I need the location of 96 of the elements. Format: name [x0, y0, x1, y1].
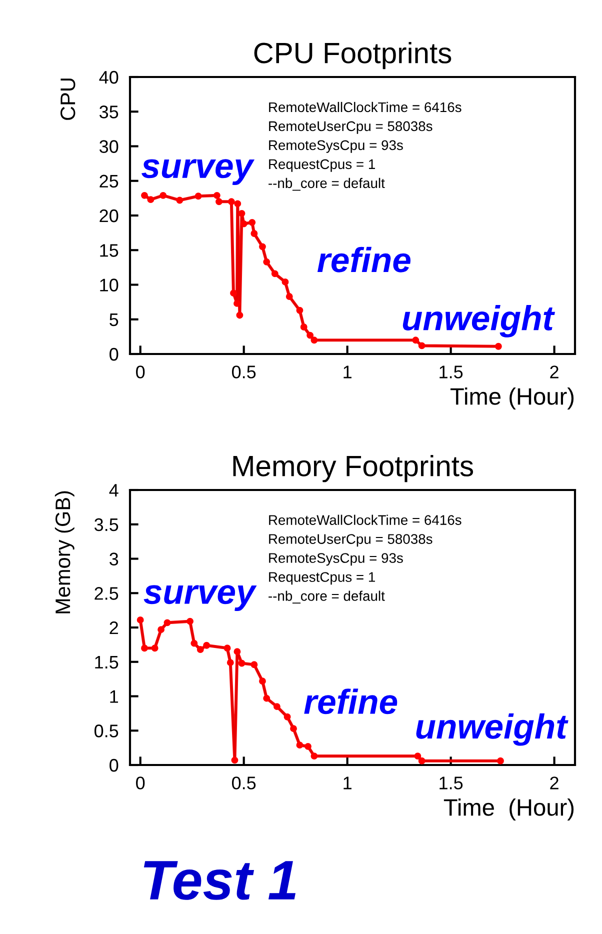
- point: [263, 694, 270, 702]
- y-tick-label: 20: [100, 209, 118, 222]
- y-tick-label: 35: [99, 106, 118, 118]
- point: [258, 678, 266, 685]
- point: [147, 196, 154, 204]
- point: [141, 644, 148, 652]
- point: [282, 278, 289, 286]
- y-tick-label: 4: [109, 484, 118, 497]
- y-tick-label: 2: [110, 621, 118, 634]
- point: [234, 648, 241, 656]
- point: [286, 293, 293, 300]
- point: [263, 258, 270, 266]
- point: [248, 218, 256, 226]
- x-tick-label: 1.5: [440, 776, 463, 790]
- y-tick-label: 15: [100, 244, 118, 257]
- annotation: unweight: [416, 713, 568, 746]
- y-axis-title: Memory (GB): [54, 491, 74, 614]
- point: [176, 196, 184, 204]
- point: [196, 646, 204, 653]
- y-tick-label: 1: [110, 690, 118, 703]
- point: [250, 661, 258, 668]
- point: [164, 619, 171, 626]
- point: [194, 192, 202, 200]
- annotation: unweight: [402, 305, 556, 338]
- y-tick-label: 25: [100, 174, 118, 188]
- y-tick-label: 2.5: [94, 587, 118, 600]
- x-axis-title: Time (Hour): [444, 798, 574, 820]
- annotation: RemoteWallClockTime = 6416s RemoteUserCpu = 58038s RemoteSysCpu = 93s RequestCpus = 1 --nb_core = default: [268, 102, 462, 191]
- y-tick-label: 0: [110, 348, 118, 361]
- point: [151, 644, 158, 652]
- point: [216, 198, 222, 206]
- point: [300, 324, 308, 330]
- point: [290, 725, 297, 732]
- y-tick-label: 30: [99, 140, 118, 153]
- point: [141, 192, 148, 199]
- point: [236, 312, 244, 319]
- x-tick-label: 0: [136, 776, 145, 790]
- point: [228, 198, 235, 206]
- annotation: survey: [142, 159, 255, 186]
- chart-title: CPU Footprints: [254, 42, 452, 70]
- point: [306, 332, 314, 339]
- x-axis-title: Time (Hour): [450, 388, 574, 410]
- y-tick-label: 3: [110, 552, 118, 566]
- point: [494, 342, 502, 350]
- point: [238, 210, 246, 217]
- y-tick-label: 0.5: [94, 724, 118, 738]
- point: [190, 640, 198, 647]
- point: [271, 270, 278, 278]
- point: [186, 618, 194, 625]
- point: [224, 644, 231, 652]
- point: [136, 616, 144, 624]
- point: [284, 713, 291, 720]
- y-axis-title: CPU: [60, 78, 76, 120]
- annotation: RemoteWallClockTime = 6416s RemoteUserCpu = 58038s RemoteSysCpu = 93s RequestCpus = 1 --nb_core = default: [268, 514, 462, 604]
- point: [414, 752, 422, 760]
- point: [234, 300, 240, 307]
- y-tick-label: 0: [110, 758, 118, 772]
- point: [231, 756, 238, 764]
- point: [230, 290, 237, 297]
- point: [203, 642, 210, 649]
- point: [273, 703, 280, 710]
- chart-title: Memory Footprints: [233, 454, 474, 482]
- point: [158, 626, 165, 634]
- point: [497, 757, 504, 764]
- x-tick-label: 1: [344, 366, 352, 378]
- point: [240, 220, 248, 228]
- x-tick-label: 0.5: [232, 366, 256, 378]
- point: [258, 243, 266, 250]
- point: [296, 306, 304, 314]
- point: [250, 230, 258, 237]
- point: [304, 742, 312, 750]
- text: Test 1: [144, 861, 296, 900]
- x-tick-label: 1: [344, 776, 352, 790]
- x-tick-label: 2: [550, 776, 558, 790]
- y-tick-label: 40: [99, 70, 118, 84]
- annotation: refine: [317, 246, 410, 272]
- y-tick-label: 1.5: [95, 656, 118, 669]
- point: [160, 192, 167, 199]
- point: [296, 742, 304, 749]
- point: [226, 659, 234, 666]
- point: [310, 752, 318, 760]
- point: [238, 660, 246, 667]
- x-tick-label: 2: [550, 366, 558, 378]
- y-tick-label: 5: [110, 313, 118, 326]
- point: [213, 192, 220, 199]
- x-tick-label: 0: [136, 366, 145, 378]
- x-tick-label: 1.5: [440, 366, 463, 378]
- point: [234, 200, 242, 208]
- y-tick-label: 3.5: [94, 518, 118, 532]
- y-tick-label: 10: [100, 278, 118, 292]
- point: [310, 336, 318, 344]
- annotation: refine: [304, 688, 398, 714]
- point: [418, 757, 426, 764]
- point: [418, 342, 426, 350]
- annotation: survey: [144, 585, 257, 611]
- x-tick-label: 0.5: [232, 776, 256, 790]
